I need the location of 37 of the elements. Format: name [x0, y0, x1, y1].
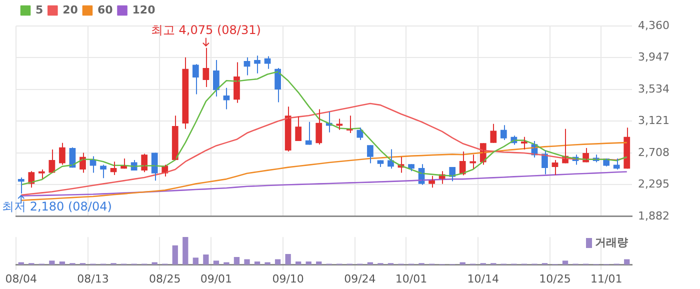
bar [49, 260, 55, 265]
y-tick-label: 2,295 [638, 178, 670, 191]
y-tick-label: 3,947 [638, 50, 670, 64]
bar [285, 254, 291, 265]
x-tick-label: 09/24 [344, 272, 376, 286]
y-tick-label: 2,708 [638, 146, 670, 159]
bar [213, 260, 220, 265]
annotation: 최저 2,180 (08/04) [2, 200, 112, 214]
x-tick-label: 09/01 [200, 272, 232, 286]
x-tick-label: 11/01 [590, 272, 622, 286]
y-tick-label: 1,882 [638, 209, 670, 222]
legend-label: 60 [97, 3, 114, 16]
bar [172, 245, 178, 265]
bar [192, 258, 198, 265]
legend-label: 20 [62, 3, 78, 16]
annotation: 최고 4,075 (08/31) [150, 22, 261, 37]
legend-label: 120 [132, 3, 156, 16]
x-tick-label: 10/25 [539, 272, 571, 286]
x-tick-label: 10/14 [467, 272, 499, 286]
y-tick-label: 4,360 [638, 18, 670, 32]
x-tick-label: 08/25 [149, 272, 181, 286]
legend-label: 거래량 [595, 235, 628, 250]
bar [182, 237, 188, 265]
bar [624, 259, 630, 265]
y-tick-label: 3,121 [638, 114, 670, 128]
bar [562, 260, 568, 265]
x-tick-label: 10/01 [395, 272, 428, 286]
bar [244, 259, 250, 265]
bar [203, 254, 209, 265]
y-tick-label: 3,534 [638, 82, 670, 96]
bar [274, 259, 281, 265]
legend-label: 5 [36, 3, 44, 16]
x-tick-label: 08/13 [77, 272, 109, 286]
x-tick-label: 08/04 [5, 272, 37, 286]
candlestick [254, 55, 260, 74]
bar [234, 257, 240, 265]
x-tick-label: 09/10 [272, 272, 304, 286]
